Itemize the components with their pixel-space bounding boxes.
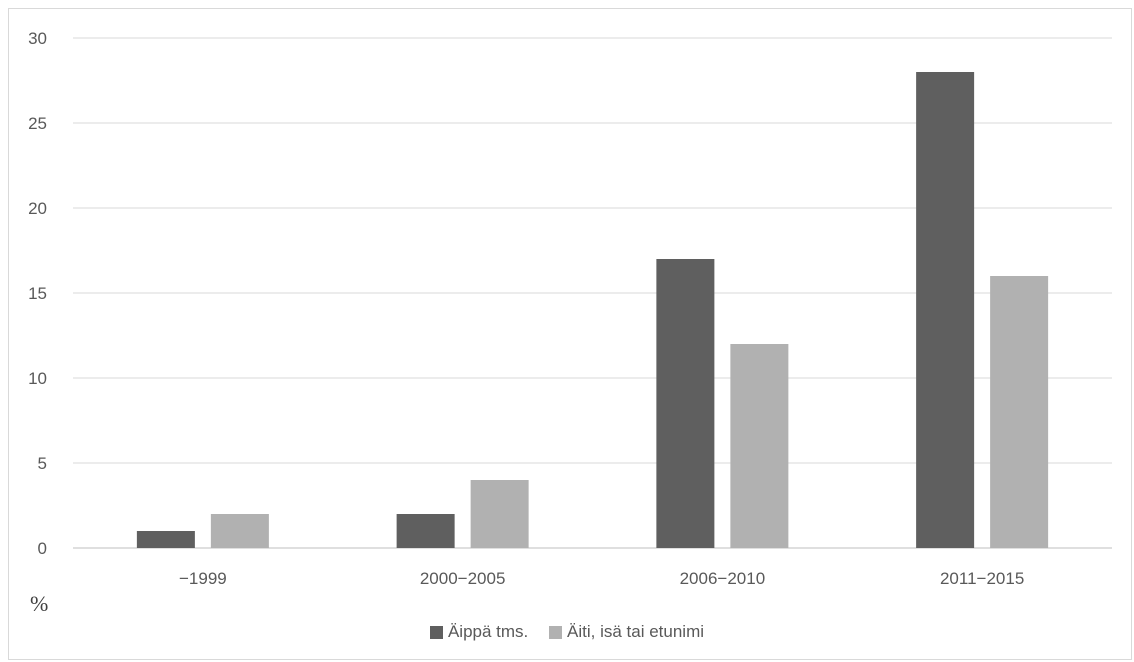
y-tick-label: 15	[28, 284, 47, 303]
x-tick-label: 2006−2010	[680, 569, 766, 588]
bar-series-2	[470, 480, 529, 548]
y-tick-label: 20	[28, 199, 47, 218]
x-tick-label: 2011−2015	[940, 569, 1024, 588]
y-tick-label: 25	[28, 114, 47, 133]
legend-item-series-2: Äiti, isä tai etunimi	[549, 622, 704, 642]
bar-series-2	[210, 514, 269, 548]
y-axis-unit-label: %	[30, 591, 48, 616]
legend: Äippä tms. Äiti, isä tai etunimi	[0, 622, 1134, 644]
bar-series-1	[136, 531, 195, 548]
x-axis-ticks: −1999 2000−2005 2006−2010 2011−2015	[179, 569, 1024, 588]
y-tick-label: 30	[28, 29, 47, 48]
y-tick-label: 10	[28, 369, 47, 388]
x-tick-label: −1999	[179, 569, 227, 588]
legend-label-series-2: Äiti, isä tai etunimi	[567, 622, 705, 641]
x-tick-label: 2000−2005	[420, 569, 506, 588]
bar-series-1	[916, 72, 975, 548]
bar-series-2	[730, 344, 789, 548]
bars	[136, 72, 1049, 548]
y-axis-ticks: 0 5 10 15 20 25 30	[28, 29, 47, 558]
bar-series-2	[990, 276, 1049, 548]
legend-item-series-1: Äippä tms.	[429, 622, 529, 642]
y-tick-label: 0	[38, 539, 47, 558]
legend-swatch-series-1	[429, 625, 443, 639]
legend-swatch-series-2	[549, 625, 563, 639]
y-tick-label: 5	[38, 454, 47, 473]
legend-label-series-1: Äippä tms.	[447, 622, 529, 641]
bar-series-1	[656, 259, 715, 548]
bar-series-1	[396, 514, 455, 548]
